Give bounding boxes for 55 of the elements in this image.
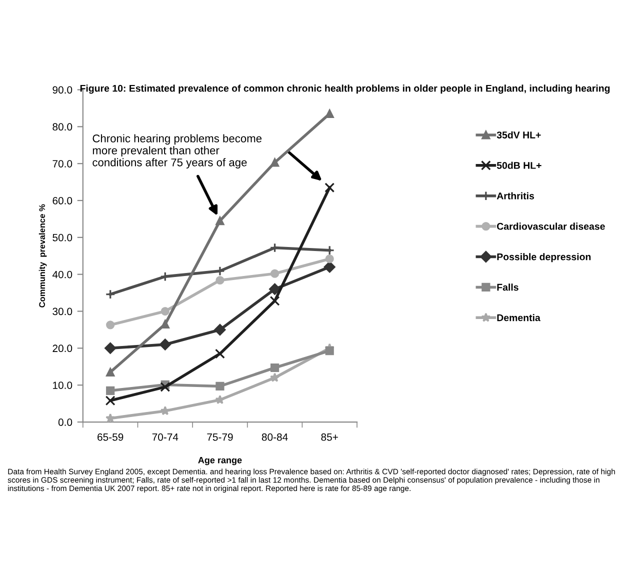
point	[325, 254, 334, 264]
y-tick-label: 0.0	[58, 418, 72, 426]
point	[214, 324, 226, 336]
point	[106, 368, 115, 376]
point	[325, 109, 334, 118]
legend-label: Dementia	[497, 314, 540, 322]
point	[160, 320, 170, 328]
y-tick-label: 20.0	[52, 344, 72, 352]
point	[216, 276, 224, 285]
point	[106, 320, 115, 330]
legend-label: Falls	[497, 284, 518, 291]
legend-label: 50dB HL+	[496, 162, 542, 169]
point	[270, 372, 280, 382]
point	[105, 289, 116, 300]
y-tick-label: 40.0	[52, 270, 72, 278]
x-tick-label: 75-79	[207, 433, 233, 441]
y-tick-label: 60.0	[52, 197, 72, 204]
x-tick-label: 85+	[321, 433, 338, 441]
legend-label: Cardiovascular disease	[497, 222, 605, 230]
y-tick-label: 80.0	[52, 123, 72, 131]
point	[160, 406, 170, 416]
point	[324, 182, 335, 193]
legend-label: 35dV HL+	[496, 131, 541, 138]
annotation: Chronic hearing problems become more prevalent than other conditions after 75 years of age	[92, 134, 262, 169]
y-tick-label: 30.0	[52, 308, 72, 316]
point	[160, 382, 170, 392]
point	[106, 413, 116, 422]
y-axis-title: Community prevalence %	[38, 204, 47, 308]
point	[216, 216, 224, 226]
point	[270, 158, 280, 167]
point	[160, 306, 170, 316]
point	[105, 396, 116, 406]
point	[215, 394, 225, 404]
point	[325, 346, 334, 356]
legend-label: Possible depression	[497, 253, 591, 262]
point	[216, 382, 224, 391]
y-tick-label: 90.0	[52, 86, 72, 94]
x-axis-title: Age range	[198, 457, 242, 466]
x-tick-label: 65-59	[98, 433, 124, 441]
chart-title: Figure 10: Estimated prevalence of common chronic health problems in older people in England, including hearing	[80, 84, 610, 94]
x-tick-label: 80-84	[262, 433, 288, 441]
point	[269, 283, 281, 295]
point	[214, 348, 225, 359]
point	[104, 342, 116, 354]
x-tick-label: 70-74	[152, 433, 178, 441]
y-tick-label: 10.0	[53, 382, 72, 389]
y-tick-label: 50.0	[52, 234, 72, 242]
point	[270, 296, 280, 306]
legend-label: Arthritis	[496, 192, 534, 200]
y-tick-label: 70.0	[52, 160, 72, 168]
point	[106, 386, 115, 395]
point	[324, 261, 336, 273]
point	[159, 338, 171, 350]
point	[270, 363, 280, 372]
point	[270, 269, 280, 278]
